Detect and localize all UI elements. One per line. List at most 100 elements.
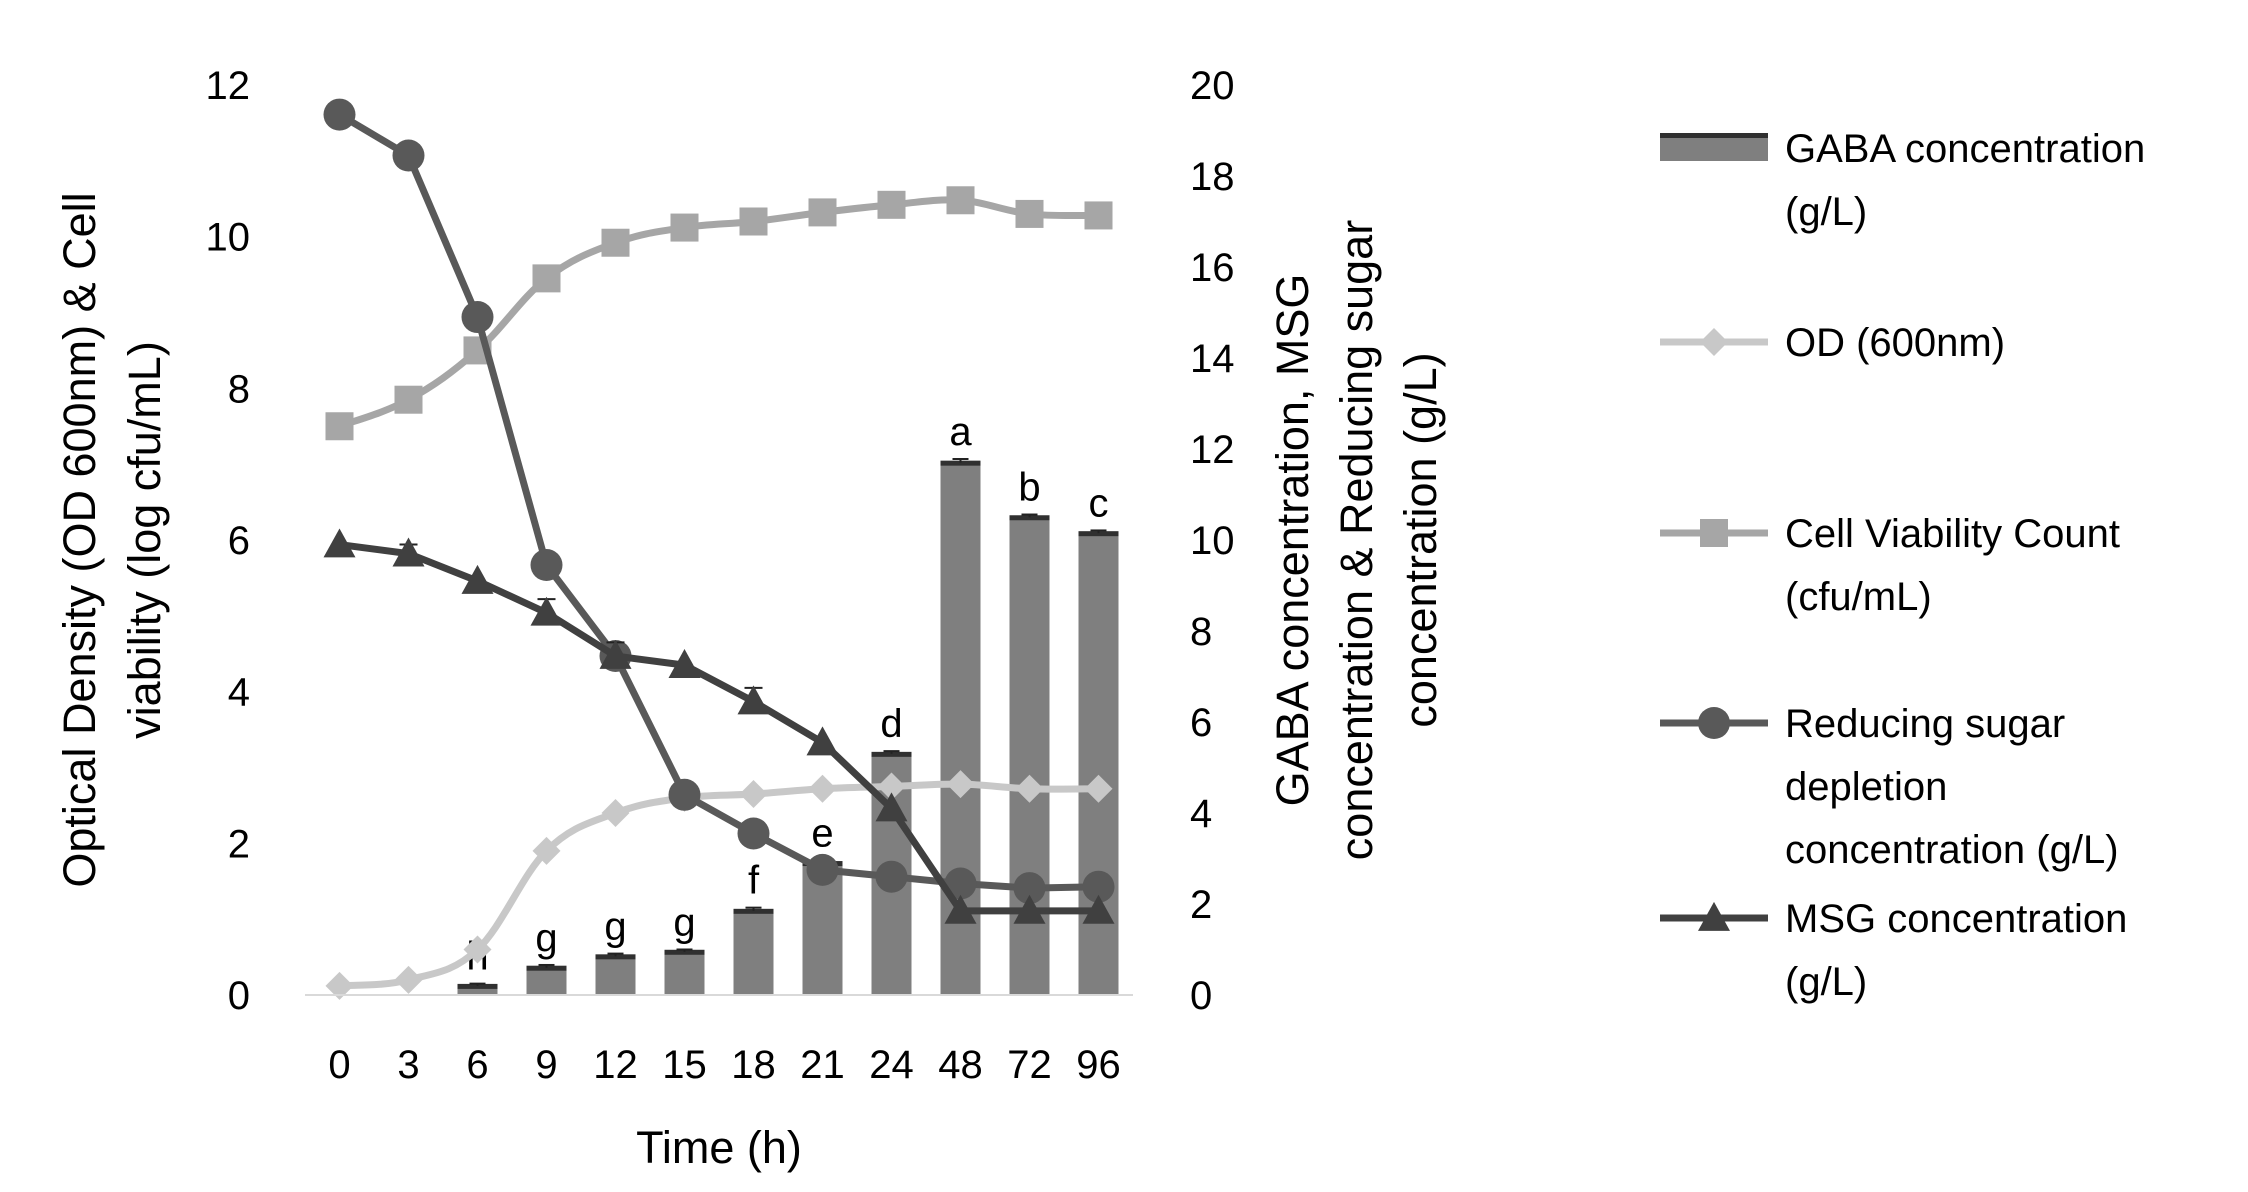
od-point [1015,774,1044,803]
od-point [601,799,630,827]
x-tick-label: 3 [397,1043,419,1087]
legend-label-sugar: concentration (g/L) [1785,828,2119,872]
y-left-tick-label: 6 [228,519,250,563]
y-left-tick-label: 8 [228,367,250,411]
sugar-point [875,860,908,893]
y-right-tick-label: 18 [1190,155,1235,199]
msg-point [1013,894,1046,924]
x-tick-label: 12 [593,1043,638,1087]
cell-point [325,412,354,441]
legend-label-gaba: GABA concentration [1785,127,2145,171]
y-right-tick-label: 16 [1190,246,1235,290]
significance-label: g [535,916,557,960]
gaba-bar-cap [457,983,498,989]
legend-label-gaba: (g/L) [1785,190,1867,234]
sugar-point [1082,870,1115,903]
od-point [946,770,975,799]
cell-point [877,190,906,219]
sugar-line [337,111,1099,892]
x-axis-title: Time (h) [636,1122,802,1173]
legend-label-msg: MSG concentration [1785,897,2127,941]
od-point [877,772,906,801]
gaba-bar [457,985,498,995]
gaba-bar [733,910,774,995]
legend-marker-sugar [1698,707,1730,739]
legend-swatch-cap-gaba [1660,133,1768,138]
od-point [532,836,561,865]
y-right-tick-label: 8 [1190,610,1212,654]
significance-label: a [949,410,972,454]
cell-point [532,264,561,293]
x-tick-label: 15 [662,1043,707,1087]
y-right-tick-label: 14 [1190,337,1235,381]
sugar-point [461,301,494,334]
y-right-tick-label: 20 [1190,64,1235,108]
y-right-tick-label: 6 [1190,701,1212,745]
cell-point [394,385,423,414]
cell-point [670,213,699,242]
cell-line [338,196,1099,430]
x-tick-label: 96 [1076,1043,1121,1087]
cell-point [739,207,768,236]
msg-point [392,537,425,567]
x-tick-label: 6 [466,1043,488,1087]
msg-point [323,528,356,558]
gaba-bar [1078,533,1119,995]
od-point [325,971,354,1000]
significance-label: c [1089,481,1109,525]
x-tick-label: 0 [328,1043,350,1087]
x-tick-label: 72 [1007,1043,1052,1087]
y-left-tick-label: 2 [228,822,250,866]
significance-label: b [1018,466,1040,510]
x-tick-label: 18 [731,1043,776,1087]
sugar-point [944,867,977,900]
sugar-point [737,817,770,850]
x-tick-label: 21 [800,1043,845,1087]
msg-point [530,596,563,626]
msg-point [875,792,908,822]
od-point [739,780,768,809]
y-left-axis-title-line: viability (log cfu/mL) [119,341,170,739]
gaba-bar-cap [526,965,567,971]
gaba-bar-cap [733,908,774,914]
legend-swatch-gaba [1660,135,1768,161]
sugar-point [392,139,425,172]
msg-line [339,541,1099,915]
od-point [463,935,492,964]
legend: GABA concentration (g/L) OD (600nm) Cell Vi… [1660,127,2145,1004]
msg-point [806,726,839,756]
y-right-tick-label: 4 [1190,792,1212,836]
msg-point [599,639,632,669]
msg-point [461,564,494,594]
msg-point [737,685,770,715]
gaba-bar-cap [940,460,981,466]
y-right-axis-title-line: GABA concentration, MSG [1267,274,1318,807]
y-left-tick-label: 12 [206,64,251,108]
legend-label-sugar: depletion [1785,765,1947,809]
legend-marker-cell [1700,519,1728,547]
y-left-axis-title-line: Optical Density (OD 600nm) & Cell [54,192,105,887]
y-right-tick-label: 10 [1190,519,1235,563]
sugar-point [806,853,839,886]
y-right-axis-title-line: concentration (g/L) [1395,352,1446,727]
msg-point [668,649,701,679]
sugar-point [1013,872,1046,905]
cell-point [601,228,630,257]
y-right-axis-title-line: concentration & Reducing sugar [1331,220,1382,860]
significance-label: g [673,901,695,945]
y-left-tick-label: 10 [206,216,251,260]
gaba-bar [664,951,705,995]
y-right-tick-label: 12 [1190,428,1235,472]
y-left-tick-label: 4 [228,671,250,715]
gaba-bar-cap [595,954,636,960]
gaba-bar-cap [664,949,705,955]
significance-label: g [604,905,626,949]
legend-label-cell: Cell Viability Count [1785,512,2120,556]
bar-layer: hgggfedabc [457,410,1119,995]
y-right-tick-label: 0 [1190,974,1212,1018]
gaba-bar [595,956,636,995]
x-tick-label: 48 [938,1043,983,1087]
legend-label-cell: (cfu/mL) [1785,575,1932,619]
cell-point [946,186,975,215]
od-point [394,965,423,994]
